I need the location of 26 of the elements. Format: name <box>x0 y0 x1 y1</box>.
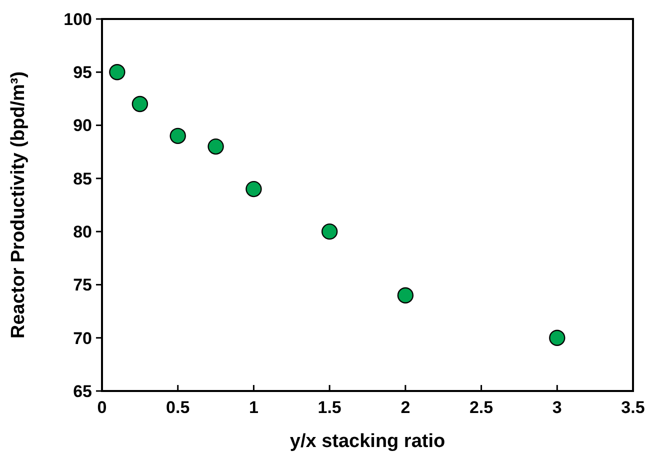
x-tick-label: 2.5 <box>469 398 494 417</box>
y-axis-title: Reactor Productivity (bpd/m³) <box>8 71 29 339</box>
point <box>170 128 186 144</box>
x-axis-title: y/x stacking ratio <box>290 431 446 452</box>
y-tick-label: 85 <box>73 169 92 188</box>
y-tick-label: 95 <box>73 63 92 82</box>
point <box>246 180 262 198</box>
point <box>397 287 414 304</box>
point <box>549 330 566 346</box>
y-tick-label: 65 <box>73 382 92 401</box>
y-tick-label: 75 <box>73 276 92 295</box>
x-tick-label: 0.5 <box>166 398 190 417</box>
x-tick-label: 3.5 <box>621 398 645 417</box>
x-tick-label: 0 <box>97 398 107 417</box>
point <box>208 138 224 155</box>
x-tick-label: 1 <box>248 398 258 417</box>
point <box>132 96 148 112</box>
point <box>321 223 338 240</box>
y-tick-label: 100 <box>64 10 92 29</box>
point <box>109 64 126 80</box>
x-tick-label: 1.5 <box>318 398 342 417</box>
x-tick-label: 2 <box>400 398 410 417</box>
y-tick-label: 80 <box>73 222 92 242</box>
y-tick-label: 90 <box>73 116 92 136</box>
y-tick-label: 70 <box>73 328 92 348</box>
x-tick-label: 3 <box>552 398 562 417</box>
